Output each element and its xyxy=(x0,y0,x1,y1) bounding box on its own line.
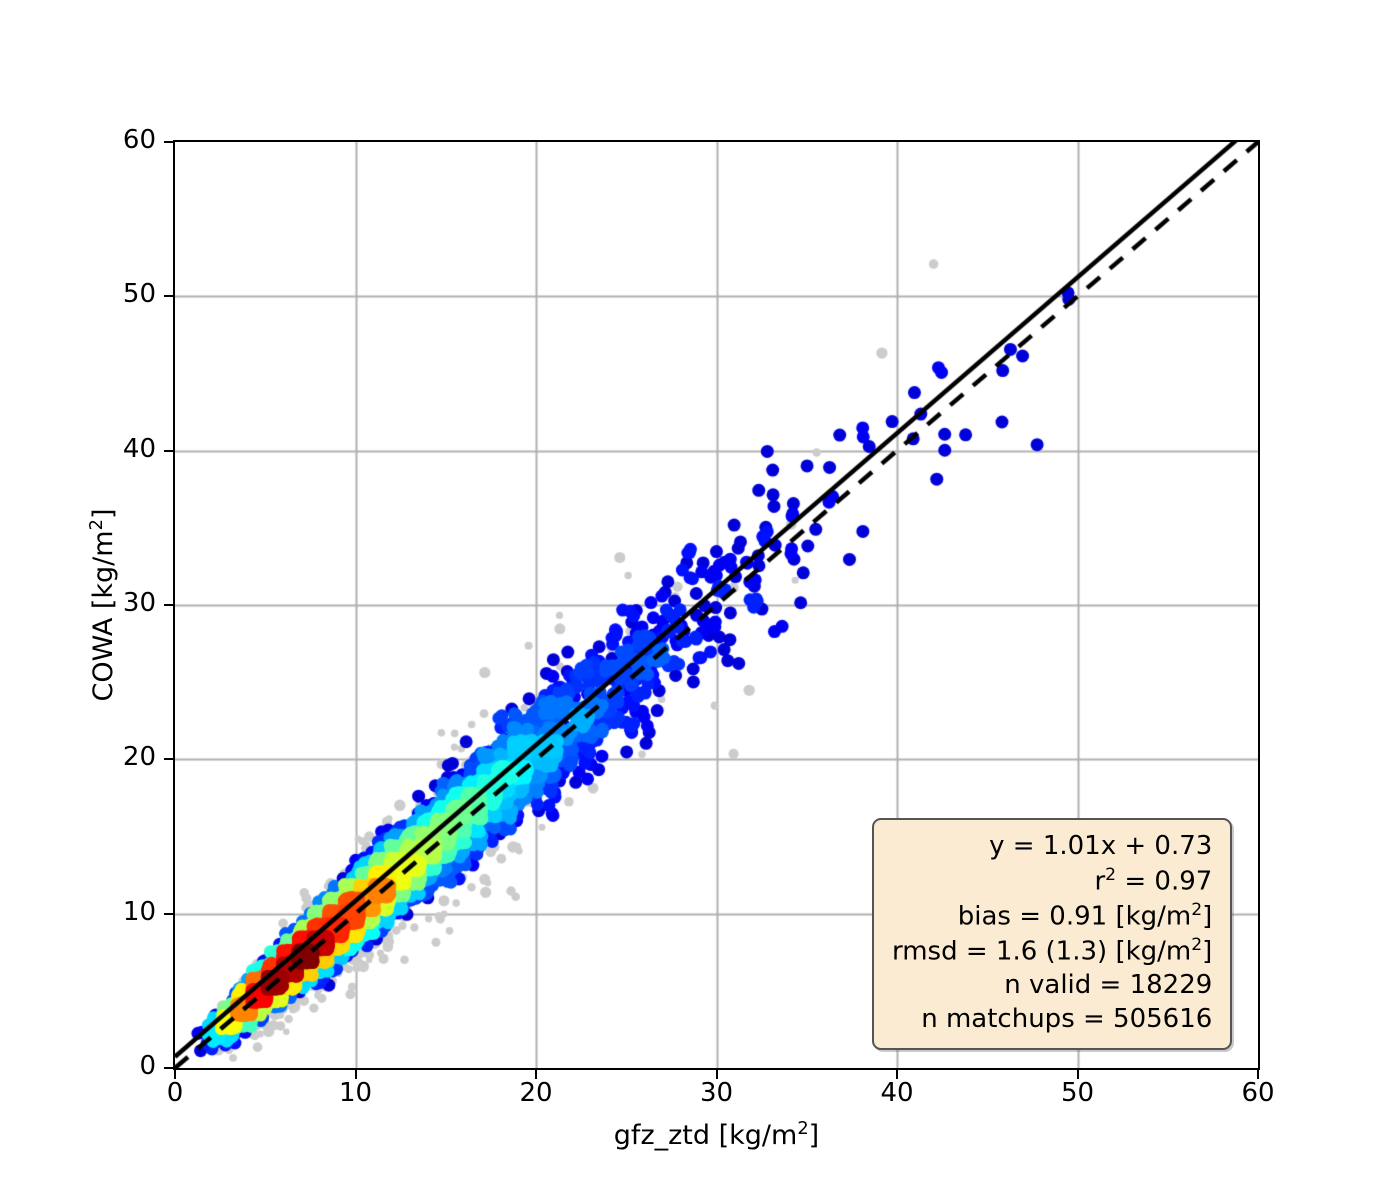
statistics-box: y = 1.01x + 0.73 r2 = 0.97 bias = 0.91 [… xyxy=(872,818,1233,1051)
x-axis-label: gfz_ztd [kg/m2] xyxy=(173,1118,1260,1151)
x-tick-label-60: 60 xyxy=(1241,1078,1275,1108)
stat-fit-equation: y = 1.01x + 0.73 xyxy=(892,830,1212,864)
x-tick-mark-40 xyxy=(896,1070,898,1079)
y-tick-label-50: 50 xyxy=(122,279,156,310)
x-tick-mark-60 xyxy=(1257,1070,1259,1079)
y-tick-mark-20 xyxy=(164,758,173,761)
x-axis-label-text: gfz_ztd [kg/m xyxy=(613,1120,798,1151)
stat-rmsd-tail: ] xyxy=(1202,936,1213,967)
stat-bias: bias = 0.91 [kg/m2] xyxy=(892,899,1213,934)
stat-fit-equation-text: y = 1.01x + 0.73 xyxy=(989,831,1213,861)
stat-r-squared-prefix: r xyxy=(1094,866,1106,897)
stat-rmsd: rmsd = 1.6 (1.3) [kg/m2] xyxy=(892,934,1212,969)
plot-area xyxy=(173,140,1260,1070)
y-tick-mark-10 xyxy=(164,912,173,915)
x-axis-label-exponent: 2 xyxy=(797,1118,809,1139)
y-tick-label-40: 40 xyxy=(122,433,156,464)
y-tick-label-30: 30 xyxy=(122,588,156,618)
x-tick-label-20: 20 xyxy=(519,1078,553,1108)
stat-rmsd-exponent: 2 xyxy=(1191,934,1203,955)
y-tick-mark-40 xyxy=(164,449,173,452)
y-axis-label-text: COWA [kg/m xyxy=(88,530,119,702)
stat-r-squared: r2 = 0.97 xyxy=(892,864,1212,899)
x-tick-label-40: 40 xyxy=(880,1078,914,1108)
y-tick-label-20: 20 xyxy=(122,742,156,773)
y-tick-mark-0 xyxy=(164,1067,173,1069)
y-tick-label-0: 0 xyxy=(139,1051,156,1081)
y-tick-mark-30 xyxy=(164,604,173,606)
x-tick-mark-50 xyxy=(1076,1070,1079,1079)
x-tick-mark-30 xyxy=(715,1070,718,1079)
x-tick-label-30: 30 xyxy=(699,1078,734,1108)
x-tick-mark-20 xyxy=(535,1070,537,1079)
y-tick-label-10: 10 xyxy=(122,896,156,927)
y-tick-label-60: 60 xyxy=(122,125,156,155)
stat-bias-tail: ] xyxy=(1202,901,1213,932)
stat-rmsd-prefix: rmsd = 1.6 (1.3) [kg/m xyxy=(892,936,1192,967)
y-tick-mark-50 xyxy=(164,295,173,298)
x-tick-label-50: 50 xyxy=(1060,1078,1095,1108)
x-tick-label-0: 0 xyxy=(166,1078,184,1108)
x-tick-mark-0 xyxy=(174,1070,176,1079)
stat-r-squared-exponent: 2 xyxy=(1105,864,1117,885)
stat-r-squared-value: = 0.97 xyxy=(1116,866,1213,897)
y-axis-label-tail: ] xyxy=(88,508,119,520)
x-tick-mark-10 xyxy=(354,1070,357,1079)
x-tick-label-10: 10 xyxy=(338,1078,373,1108)
stat-bias-prefix: bias = 0.91 [kg/m xyxy=(957,901,1192,932)
y-axis-label: COWA [kg/m2] xyxy=(86,140,119,1070)
stat-bias-exponent: 2 xyxy=(1191,899,1203,920)
y-tick-mark-60 xyxy=(164,141,173,143)
y-axis-label-exponent: 2 xyxy=(86,519,107,531)
stat-n-matchups: n matchups = 505616 xyxy=(921,1003,1213,1034)
stat-n-valid: n valid = 18229 xyxy=(1004,970,1213,1001)
x-axis-label-tail: ] xyxy=(808,1120,820,1151)
